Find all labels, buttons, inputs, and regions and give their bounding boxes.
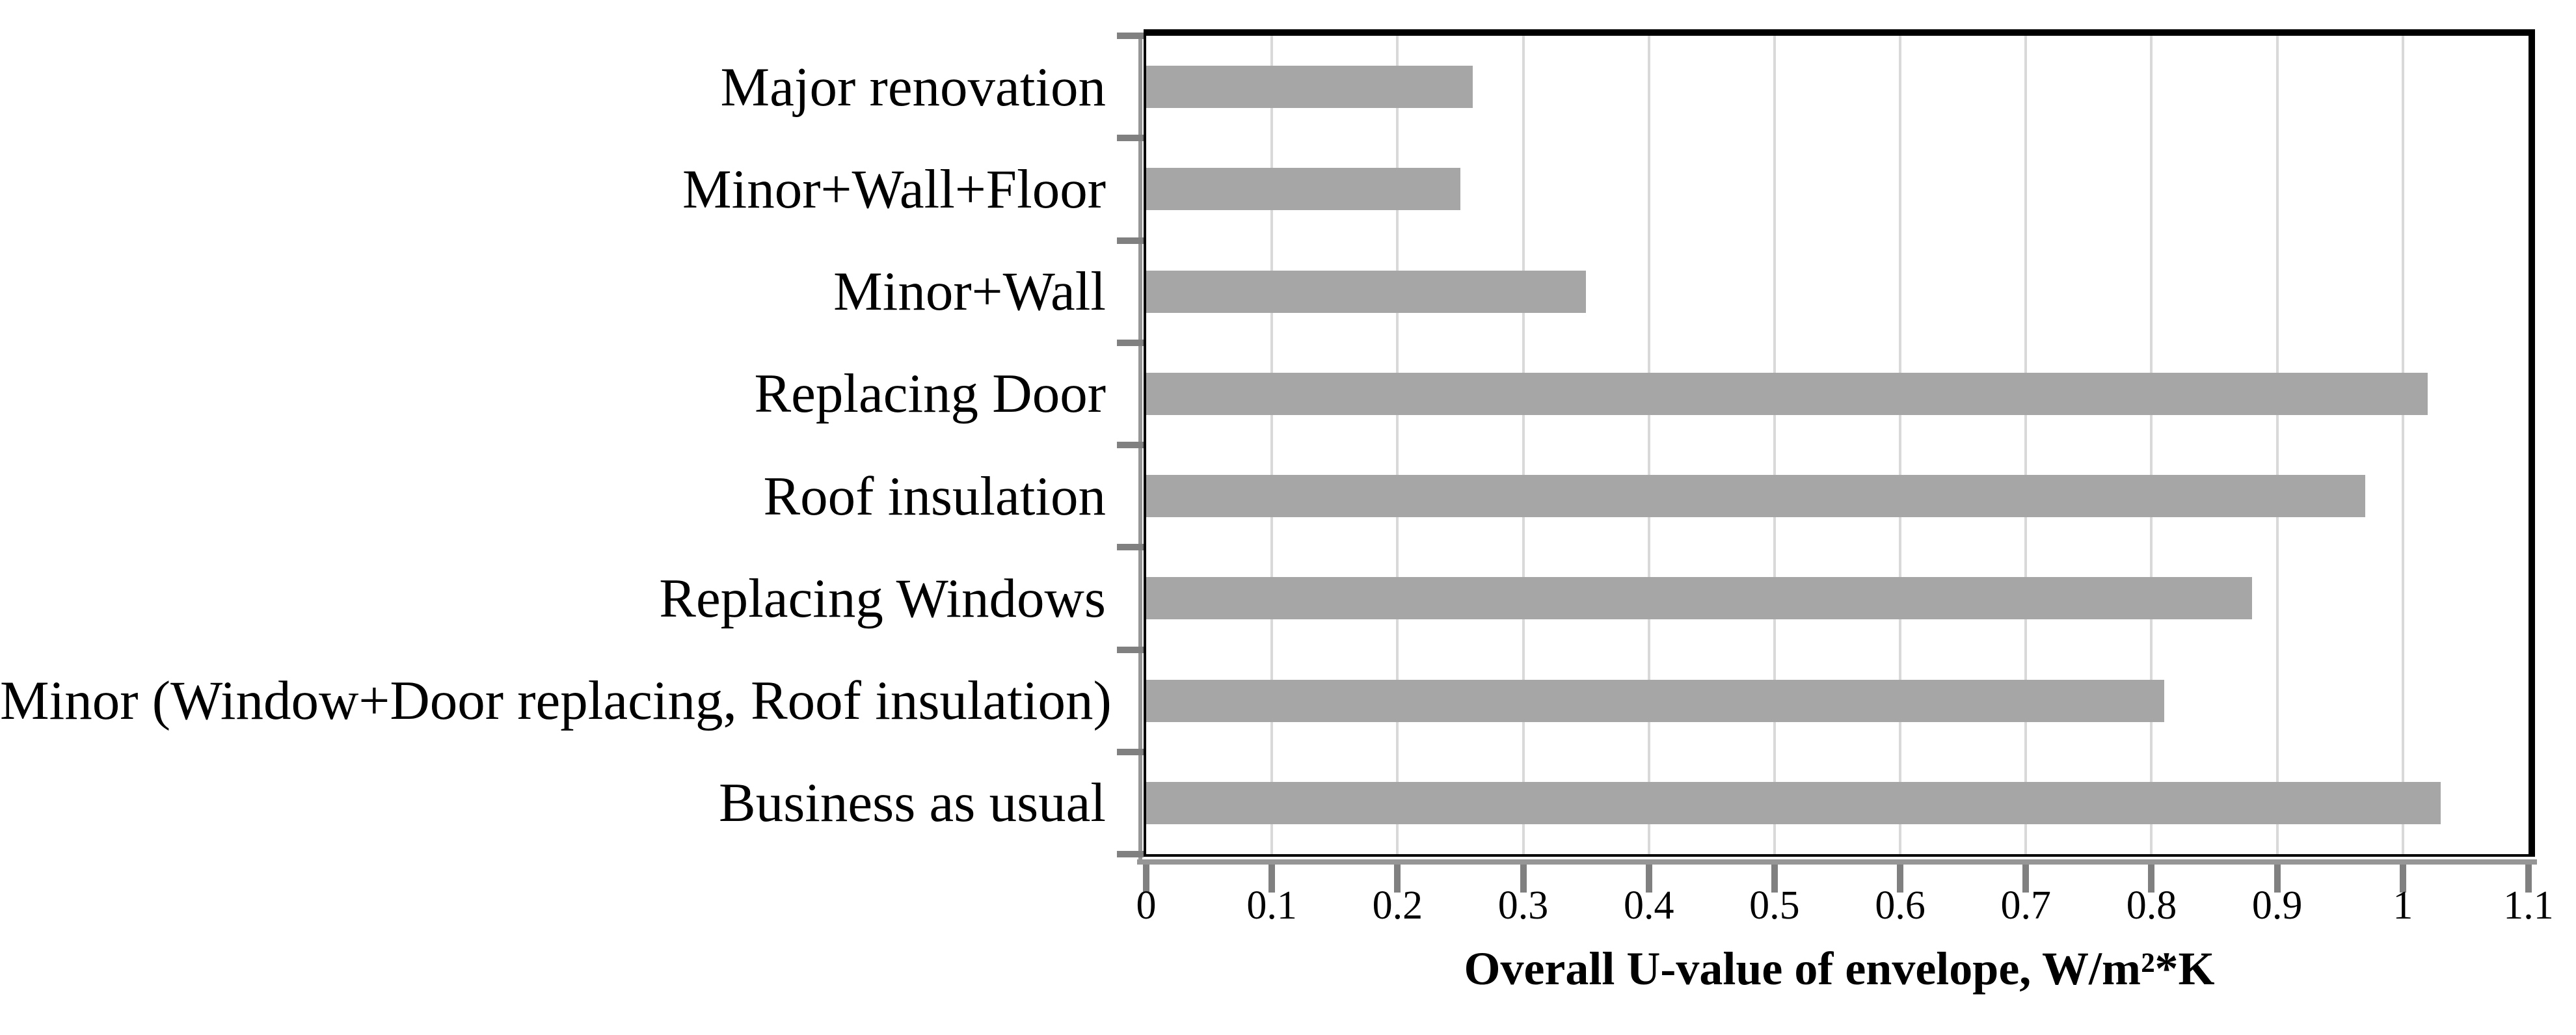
x-tick-label: 0 [1136,883,1157,928]
gridline [2275,36,2279,854]
gridline [1522,36,1525,854]
gridline [1270,36,1274,854]
x-axis-shadow-line [1137,859,2537,865]
gridline [1773,36,1776,854]
y-tick-mark [1117,442,1144,448]
x-tick-label: 0.6 [1875,883,1925,928]
y-tick-mark [1117,646,1144,653]
x-tick-mark [2148,865,2155,893]
x-tick-label: 0.2 [1372,883,1423,928]
bar [1146,270,1587,313]
x-tick-mark [2399,865,2406,893]
gridline [2401,36,2404,854]
x-tick-mark [1143,865,1149,893]
x-tick-mark [1394,865,1401,893]
y-tick-mark [1117,748,1144,755]
x-tick-mark [1897,865,1904,893]
x-tick-label: 0.1 [1246,883,1297,928]
x-tick-label: 0.4 [1623,883,1674,928]
x-tick-label: 0.8 [2126,883,2177,928]
bar [1146,372,2428,415]
category-label: Minor (Window+Door replacing, Roof insul… [0,670,1112,732]
category-label: Replacing Door [754,363,1106,425]
x-tick-mark [2525,865,2532,893]
x-tick-mark [2274,865,2281,893]
x-tick-mark [1771,865,1778,893]
bar [1146,577,2252,620]
x-tick-label: 0.3 [1497,883,1549,928]
y-tick-mark [1117,544,1144,551]
bar [1146,679,2164,722]
gridline [1396,36,1399,854]
x-tick-label: 1 [2393,883,2413,928]
category-label: Roof insulation [763,465,1106,527]
x-tick-mark [1268,865,1276,893]
x-tick-mark [1520,865,1527,893]
x-tick-label: 0.7 [2000,883,2052,928]
y-tick-mark [1117,851,1144,857]
bar [1146,781,2441,824]
y-tick-mark [1117,135,1144,142]
bar [1146,66,1473,109]
bar [1146,168,1460,211]
gridline [2024,36,2028,854]
x-tick-mark [2022,865,2030,893]
category-label: Minor+Wall [833,261,1106,323]
category-label: Replacing Windows [659,567,1106,629]
plot-area [1144,29,2535,857]
x-tick-label: 1.1 [2503,883,2554,928]
category-label: Minor+Wall+Floor [682,158,1106,220]
category-label: Major renovation [720,56,1106,118]
x-tick-mark [1645,865,1652,893]
y-axis-shadow-line [1138,36,1142,862]
y-tick-mark [1117,339,1144,346]
x-tick-label: 0.5 [1749,883,1800,928]
gridline [2150,36,2153,854]
category-label: Business as usual [719,772,1106,834]
gridline [1647,36,1650,854]
y-tick-mark [1117,237,1144,244]
x-tick-label: 0.9 [2251,883,2303,928]
gridline [1899,36,1902,854]
bar [1146,475,2365,518]
y-tick-mark [1117,33,1144,39]
x-axis-title: Overall U-value of envelope, W/m²*K [1464,943,2215,995]
